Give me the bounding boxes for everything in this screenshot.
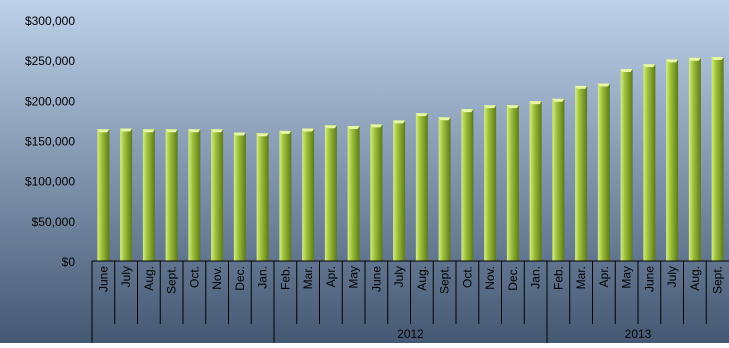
bar	[256, 133, 269, 261]
x-tick-label: Nov.	[210, 266, 224, 290]
bar	[347, 126, 360, 261]
bar-top-cap	[415, 113, 428, 117]
x-tick-label: Apr.	[324, 266, 338, 287]
y-tick-label: $250,000	[25, 54, 75, 68]
bar	[393, 120, 406, 262]
bar-top-cap	[643, 64, 656, 68]
x-tick-label: Sept.	[711, 266, 725, 294]
bar-top-cap	[575, 85, 588, 89]
bar	[506, 105, 519, 261]
x-tick-label: Dec.	[233, 266, 247, 291]
y-tick-label: $200,000	[25, 94, 75, 108]
bar	[370, 124, 383, 261]
x-tick-label: Feb.	[278, 266, 292, 290]
x-tick-label: Nov.	[483, 266, 497, 290]
x-tick-label: May	[347, 266, 361, 289]
x-tick-label: June	[96, 266, 110, 292]
bar-top-cap	[256, 133, 269, 137]
bar-top-cap	[165, 129, 178, 133]
bar-top-cap	[347, 126, 360, 130]
bar-top-cap	[597, 83, 610, 87]
bar	[688, 57, 701, 261]
x-tick-label: Jan.	[529, 266, 543, 289]
group-label: 2013	[625, 327, 652, 341]
x-tick-label: Oct.	[187, 266, 201, 288]
y-axis-labels: $0 $50,000 $100,000 $150,000 $200,000 $250,00…	[25, 14, 75, 269]
group-label: 2012	[397, 327, 424, 341]
bar-top-cap	[688, 57, 701, 61]
bar	[597, 83, 610, 261]
bar	[552, 98, 565, 261]
bar-top-cap	[438, 117, 451, 121]
bar-top-cap	[211, 129, 224, 133]
x-tick-label: Sept.	[165, 266, 179, 294]
bar	[484, 105, 497, 261]
bar	[324, 125, 337, 261]
bar-top-cap	[666, 59, 679, 63]
bar	[643, 64, 656, 261]
y-tick-label: $0	[62, 255, 76, 269]
bar	[529, 101, 542, 262]
x-tick-label: Oct.	[460, 266, 474, 288]
bar	[711, 56, 724, 261]
bar-top-cap	[142, 129, 155, 133]
bar-top-cap	[370, 124, 383, 128]
x-tick-label: June	[642, 266, 656, 292]
x-tick-label: June	[369, 266, 383, 292]
x-tick-label: Mar.	[301, 266, 315, 289]
bar-top-cap	[97, 129, 110, 133]
bar-top-cap	[461, 109, 474, 113]
bar-top-cap	[552, 98, 565, 102]
bar	[620, 69, 633, 262]
x-tick-label: Jan.	[256, 266, 270, 289]
bar-top-cap	[279, 130, 292, 134]
y-tick-label: $300,000	[25, 14, 75, 28]
bar	[97, 129, 110, 261]
y-tick-label: $100,000	[25, 175, 75, 189]
x-tick-label: July	[119, 266, 133, 287]
bar-top-cap	[393, 120, 406, 124]
bar	[211, 129, 224, 261]
bar	[142, 129, 155, 261]
bar-top-cap	[188, 129, 201, 133]
bar	[575, 85, 588, 261]
bar	[165, 129, 178, 261]
x-tick-label: July	[392, 266, 406, 287]
x-tick-label: Aug.	[415, 266, 429, 291]
bar-top-cap	[711, 56, 724, 60]
bar-top-cap	[506, 105, 519, 109]
bar	[461, 109, 474, 261]
bar-top-cap	[302, 128, 315, 132]
bar-top-cap	[120, 128, 133, 132]
bar	[415, 113, 428, 261]
bar	[120, 128, 133, 261]
x-tick-label: Aug.	[142, 266, 156, 291]
bar	[233, 132, 246, 261]
bar	[438, 117, 451, 261]
y-tick-label: $50,000	[32, 215, 76, 229]
x-tick-label: Sept.	[438, 266, 452, 294]
y-tick-label: $150,000	[25, 135, 75, 149]
x-tick-label: May	[620, 266, 634, 289]
bar	[666, 59, 679, 261]
x-tick-label: Dec.	[506, 266, 520, 291]
bars	[97, 56, 724, 262]
bar	[188, 129, 201, 261]
x-tick-label: Feb.	[551, 266, 565, 290]
bar	[279, 130, 292, 261]
x-tick-label: Mar.	[574, 266, 588, 289]
bar-top-cap	[620, 69, 633, 73]
bar-top-cap	[484, 105, 497, 109]
x-tick-label: Apr.	[597, 266, 611, 287]
bar-top-cap	[233, 132, 246, 136]
x-tick-label: Aug.	[688, 266, 702, 291]
bar-top-cap	[324, 125, 337, 129]
bar-top-cap	[529, 101, 542, 105]
x-tick-label: July	[665, 266, 679, 287]
x-axis: June July Aug. Sept. Oct. Nov. Dec. Jan. Feb. Mar…	[91, 260, 729, 343]
bar	[302, 128, 315, 261]
